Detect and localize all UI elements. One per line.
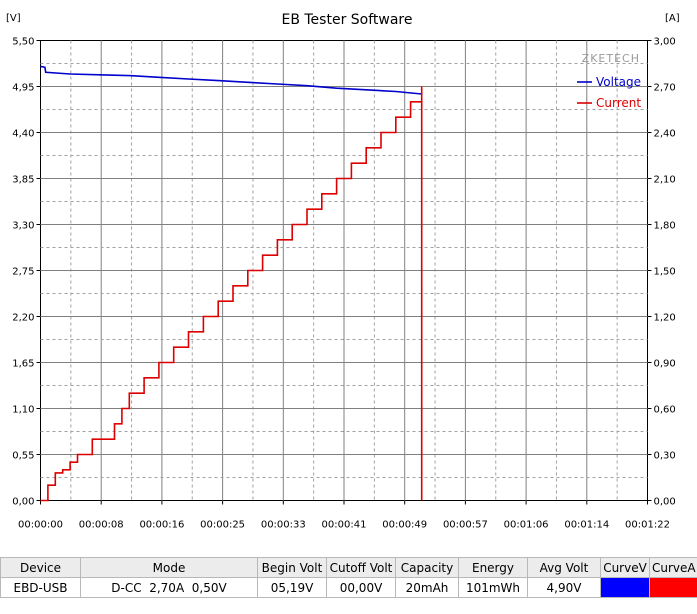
cell-energy: 101mWh bbox=[458, 577, 528, 598]
x-tick-label: 00:00:57 bbox=[443, 520, 488, 531]
y-left-tick-label: 2,20 bbox=[12, 313, 34, 324]
y-left-tick-label: 4,95 bbox=[12, 83, 34, 94]
y-right-tick-label: 0,30 bbox=[654, 451, 676, 462]
y-right-tick-label: 3,00 bbox=[654, 37, 676, 48]
x-tick-label: 00:00:08 bbox=[79, 520, 124, 531]
grid bbox=[40, 40, 648, 501]
y-left-tick-label: 3,30 bbox=[12, 221, 34, 232]
header-begin-volt[interactable]: Begin Volt bbox=[257, 557, 327, 578]
series-group bbox=[40, 65, 423, 502]
cell-cutoff-volt: 00,00V bbox=[326, 577, 396, 598]
y-right-tick-label: 1,50 bbox=[654, 267, 676, 278]
legend-label-voltage: Voltage bbox=[596, 75, 641, 89]
header-cutoff-volt[interactable]: Cutoff Volt bbox=[326, 557, 396, 578]
axis-ticks: 00:00:00 00:00:08 00:00:16 00:00:25 00:00:33… bbox=[12, 37, 676, 531]
y-left-unit: [V] bbox=[6, 13, 21, 24]
y-right-tick-label: 0,60 bbox=[654, 405, 676, 416]
x-tick-label: 00:00:25 bbox=[200, 520, 245, 531]
y-right-tick-label: 1,80 bbox=[654, 221, 676, 232]
cell-device: EBD-USB bbox=[0, 577, 81, 598]
cell-avg-volt: 4,90V bbox=[527, 577, 601, 598]
x-tick-label: 00:00:16 bbox=[139, 520, 184, 531]
y-right-tick-label: 2,70 bbox=[654, 83, 676, 94]
y-left-tick-label: 1,65 bbox=[12, 359, 34, 370]
y-right-tick-label: 2,10 bbox=[654, 175, 676, 186]
x-tick-label: 00:01:06 bbox=[504, 520, 549, 531]
cell-mode: D-CC 2,70A 0,50V bbox=[80, 577, 258, 598]
watermark: ZKETECH bbox=[582, 52, 640, 65]
x-tick-label: 00:00:33 bbox=[261, 520, 306, 531]
chart-title: EB Tester Software bbox=[281, 12, 412, 28]
y-right-tick-label: 0,90 bbox=[654, 359, 676, 370]
y-left-tick-label: 0,55 bbox=[12, 451, 34, 462]
y-left-tick-label: 4,40 bbox=[12, 129, 34, 140]
table-row[interactable]: EBD-USB D-CC 2,70A 0,50V 05,19V 00,00V 2… bbox=[0, 577, 697, 598]
header-device[interactable]: Device bbox=[0, 557, 81, 578]
series-line-voltage bbox=[40, 65, 422, 95]
y-left-tick-label: 5,50 bbox=[12, 37, 34, 48]
series-line-current bbox=[40, 86, 423, 502]
results-table: Device Mode Begin Volt Cutoff Volt Capac… bbox=[0, 557, 697, 598]
curve-a-color-swatch[interactable] bbox=[649, 577, 697, 598]
y-right-tick-label: 1,20 bbox=[654, 313, 676, 324]
cell-begin-volt: 05,19V bbox=[257, 577, 327, 598]
y-left-tick-label: 1,10 bbox=[12, 405, 34, 416]
cell-capacity: 20mAh bbox=[395, 577, 459, 598]
y-right-unit: [A] bbox=[665, 13, 680, 24]
x-tick-label: 00:01:22 bbox=[625, 520, 670, 531]
curve-v-color-swatch[interactable] bbox=[600, 577, 650, 598]
x-tick-label: 00:01:14 bbox=[564, 520, 609, 531]
header-avg-volt[interactable]: Avg Volt bbox=[527, 557, 601, 578]
header-mode[interactable]: Mode bbox=[80, 557, 258, 578]
table-header-row: Device Mode Begin Volt Cutoff Volt Capac… bbox=[0, 557, 697, 578]
x-tick-label: 00:00:49 bbox=[382, 520, 427, 531]
x-tick-label: 00:00:00 bbox=[18, 520, 63, 531]
legend: Voltage Current bbox=[577, 75, 641, 110]
chart: EB Tester Software [V] [A] 00:00:00 00:00… bbox=[6, 12, 680, 531]
header-curve-a[interactable]: CurveA bbox=[649, 557, 697, 578]
legend-label-current: Current bbox=[596, 96, 641, 110]
y-right-tick-label: 0,00 bbox=[654, 497, 676, 508]
x-tick-label: 00:00:41 bbox=[322, 520, 367, 531]
header-capacity[interactable]: Capacity bbox=[395, 557, 459, 578]
header-curve-v[interactable]: CurveV bbox=[600, 557, 650, 578]
y-right-tick-label: 2,40 bbox=[654, 129, 676, 140]
y-left-tick-label: 2,75 bbox=[12, 267, 34, 278]
header-energy[interactable]: Energy bbox=[458, 557, 528, 578]
y-left-tick-label: 0,00 bbox=[12, 497, 34, 508]
y-left-tick-label: 3,85 bbox=[12, 175, 34, 186]
